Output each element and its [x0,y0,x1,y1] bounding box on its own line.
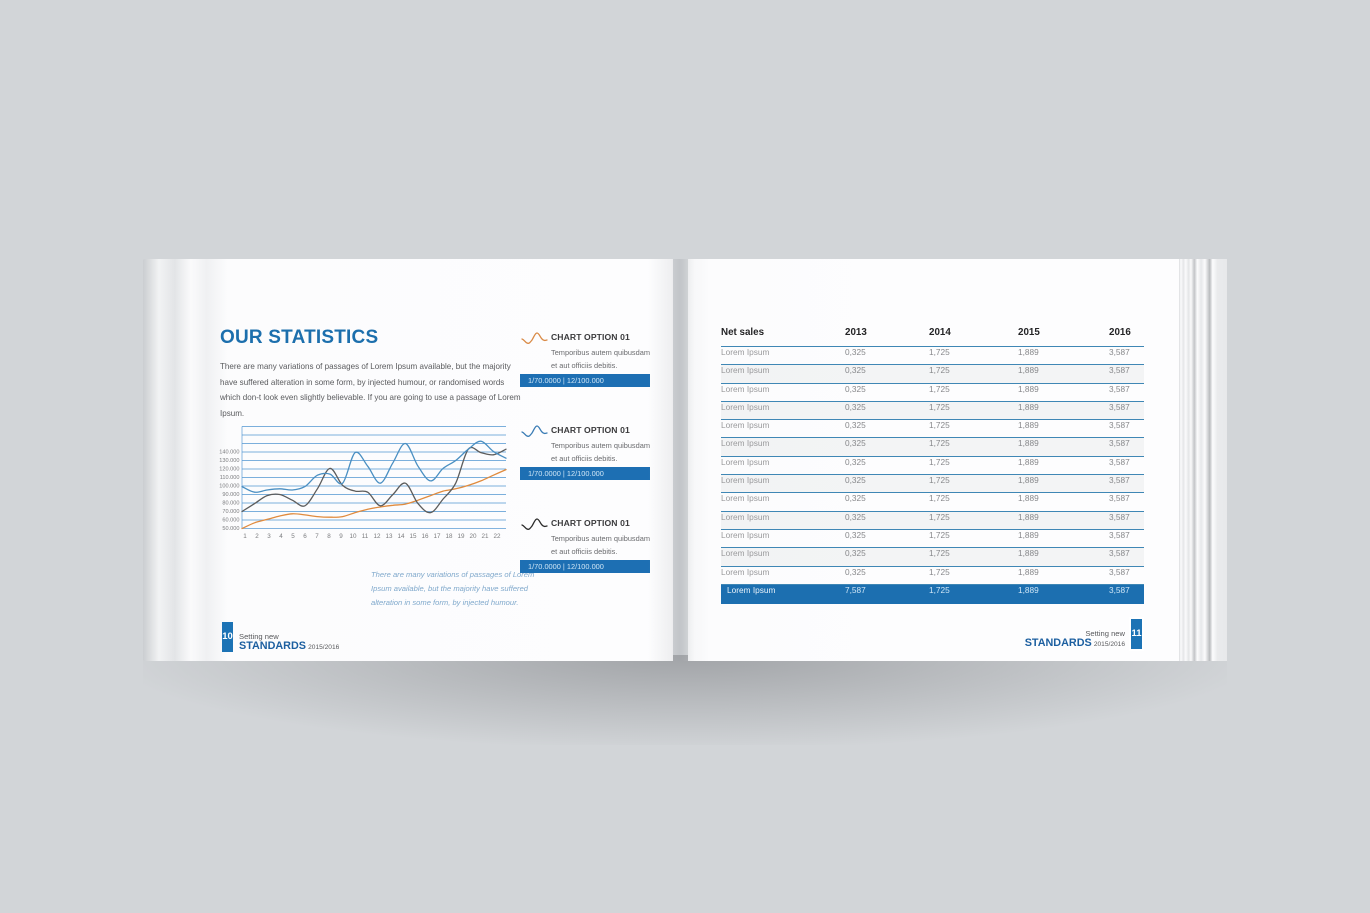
svg-text:22: 22 [493,533,501,540]
svg-text:11: 11 [362,533,369,540]
svg-text:19: 19 [457,533,465,540]
svg-text:100.000: 100.000 [219,484,239,490]
svg-text:140.000: 140.000 [219,450,239,456]
svg-text:4: 4 [279,533,283,540]
svg-text:110.000: 110.000 [220,475,240,481]
svg-text:14: 14 [397,533,405,540]
svg-text:5: 5 [291,533,295,540]
svg-text:7: 7 [315,533,319,540]
svg-text:50.000: 50.000 [222,526,239,532]
svg-text:120.000: 120.000 [219,467,239,473]
svg-text:9: 9 [339,533,343,540]
svg-text:80.000: 80.000 [222,501,239,507]
svg-text:6: 6 [303,533,307,540]
svg-text:1: 1 [243,533,247,540]
svg-text:3: 3 [267,533,271,540]
svg-text:2: 2 [255,533,259,540]
svg-text:90.000: 90.000 [222,492,239,498]
svg-text:8: 8 [327,533,331,540]
svg-text:16: 16 [421,533,429,540]
svg-text:70.000: 70.000 [222,509,239,515]
svg-text:13: 13 [385,533,393,540]
svg-text:18: 18 [445,533,453,540]
svg-text:130.000: 130.000 [219,458,239,464]
svg-text:10: 10 [349,533,357,540]
svg-text:17: 17 [433,533,441,540]
svg-text:21: 21 [481,533,489,540]
svg-text:20: 20 [469,533,477,540]
svg-text:60.000: 60.000 [222,518,239,524]
svg-text:15: 15 [409,533,417,540]
svg-text:12: 12 [373,533,381,540]
